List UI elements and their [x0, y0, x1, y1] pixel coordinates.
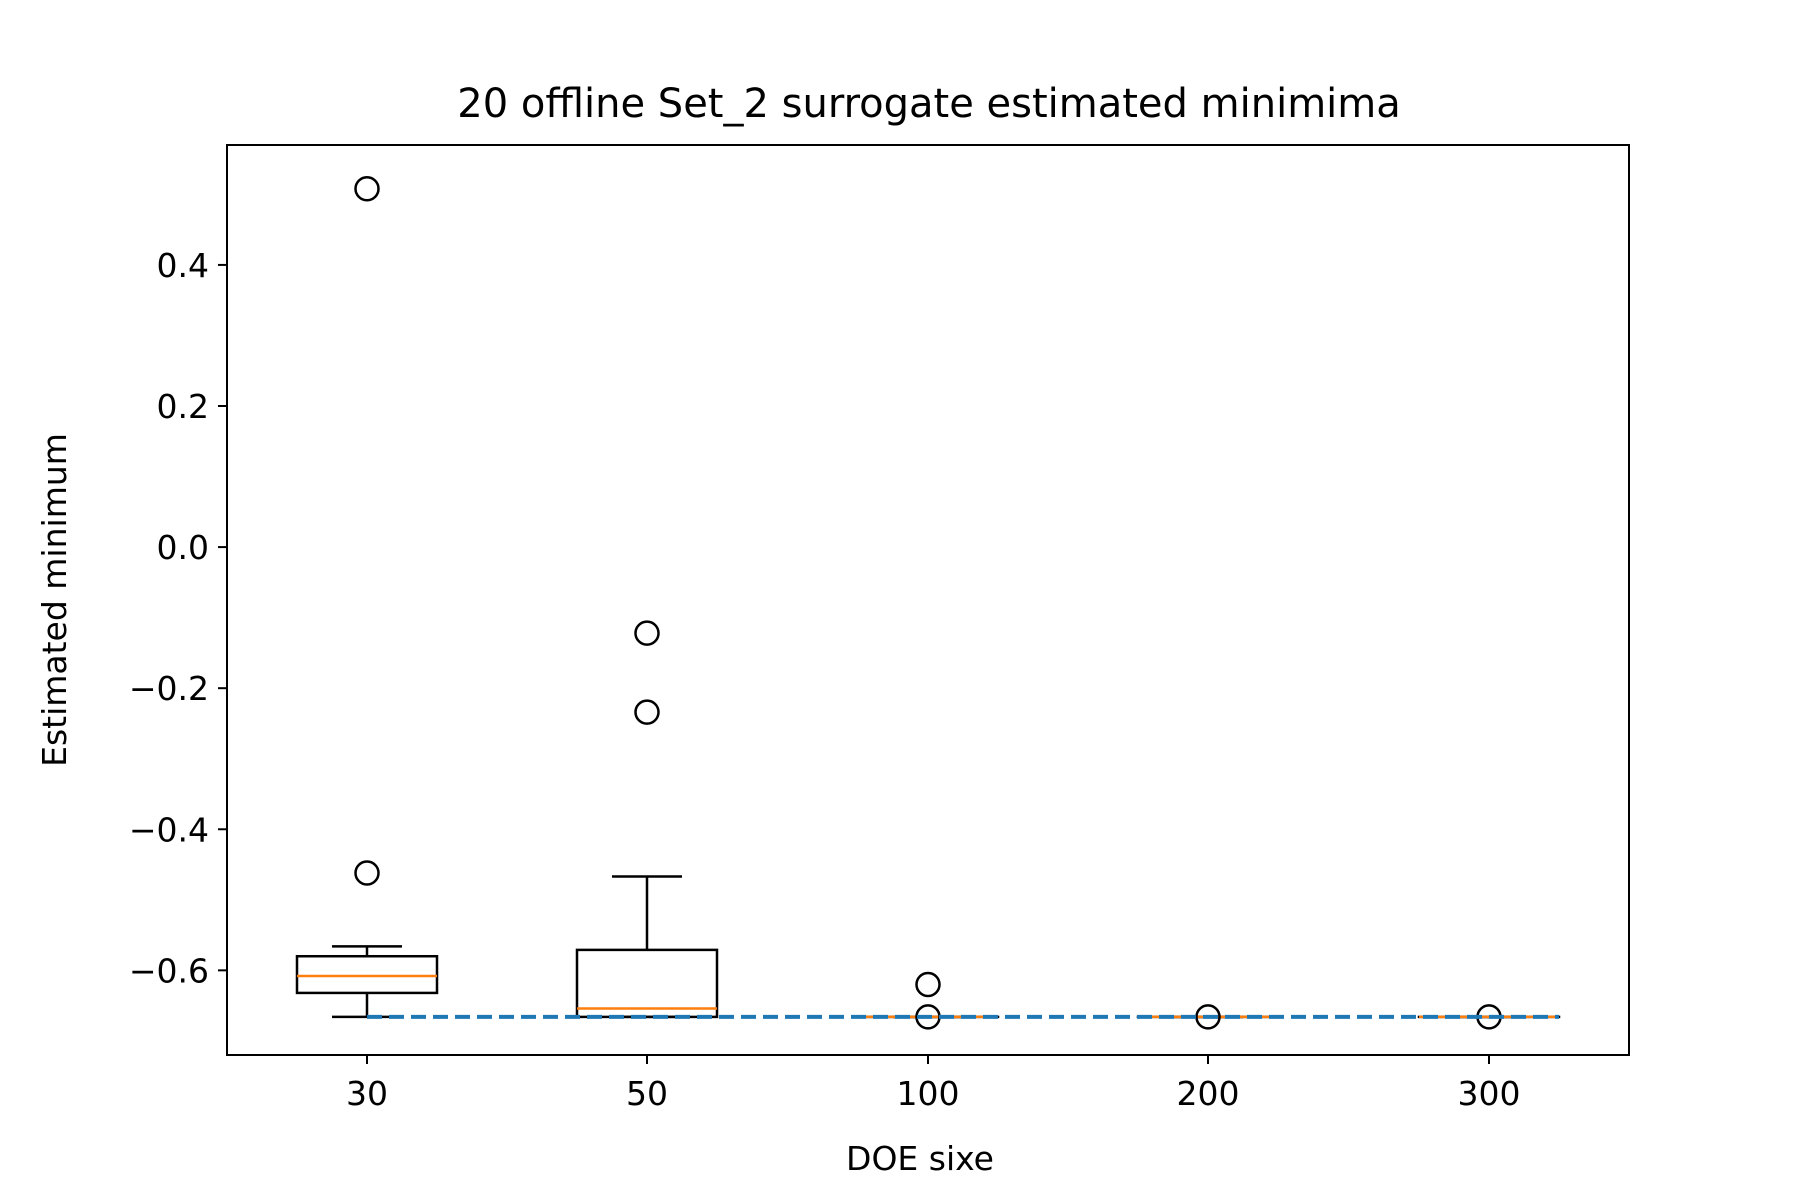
- outlier-point: [634, 699, 660, 725]
- outlier-point: [1195, 1004, 1221, 1030]
- x-axis: 30 50 100 200 300: [346, 1055, 1521, 1113]
- box-iqr: [295, 954, 439, 995]
- chart-title: 20 offline Set_2 surrogate estimated min…: [457, 81, 1401, 127]
- y-tick-label: −0.6: [129, 951, 209, 990]
- y-tick-label: −0.4: [129, 810, 209, 849]
- y-tick-label: −0.2: [129, 669, 209, 708]
- y-tick-label: 0.2: [157, 387, 209, 426]
- y-axis-label: Estimated minimum: [35, 433, 74, 767]
- outlier-point: [354, 860, 380, 886]
- plot-area: [295, 175, 1561, 1030]
- outlier-point: [634, 620, 660, 646]
- y-tick-label: 0.0: [157, 528, 209, 567]
- outlier-point: [354, 175, 380, 202]
- y-tick-label: 0.4: [157, 246, 209, 285]
- x-axis-label: DOE sixe: [846, 1139, 994, 1178]
- y-axis: 0.4 0.2 0.0 −0.2 −0.4 −0.6: [129, 246, 227, 990]
- x-tick-label: 200: [1177, 1074, 1240, 1113]
- x-tick-label: 100: [897, 1074, 960, 1113]
- x-tick-label: 30: [346, 1074, 388, 1113]
- x-tick-label: 50: [626, 1074, 668, 1113]
- outlier-point: [915, 971, 941, 998]
- x-tick-label: 300: [1458, 1074, 1521, 1113]
- box-iqr: [575, 948, 719, 1019]
